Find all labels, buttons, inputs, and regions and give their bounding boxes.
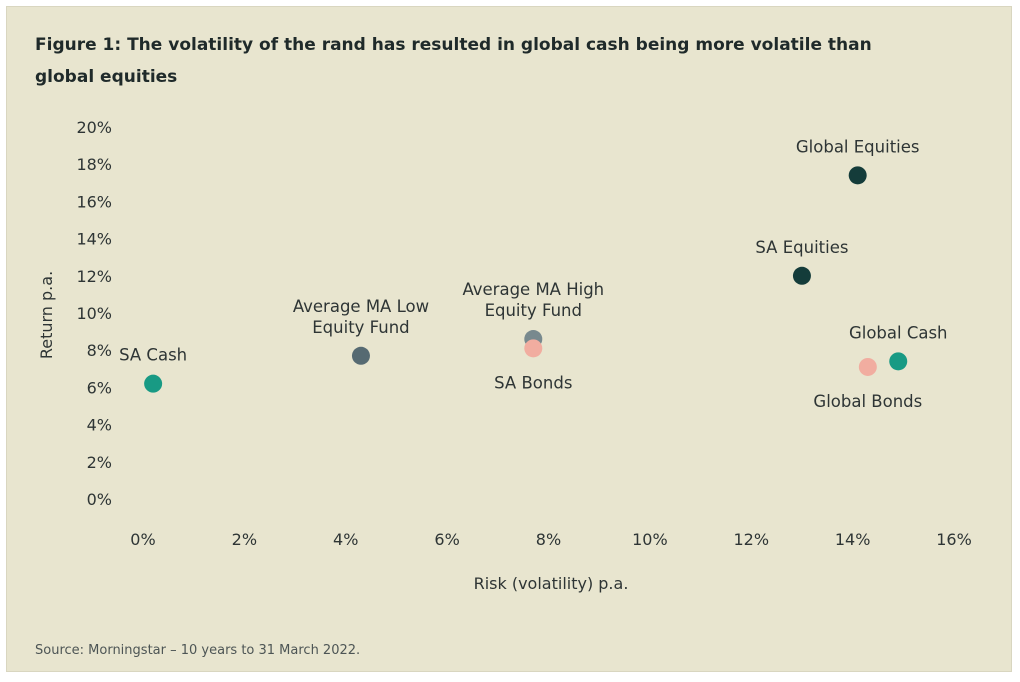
- y-tick-label: 18%: [76, 155, 112, 174]
- data-point: [858, 357, 877, 376]
- y-tick-label: 12%: [76, 267, 112, 286]
- y-tick-label: 2%: [87, 453, 112, 472]
- x-tick-label: 10%: [632, 530, 668, 549]
- figure-panel: Figure 1: The volatility of the rand has…: [6, 6, 1012, 672]
- data-points: [144, 166, 908, 393]
- source-note: Source: Morningstar – 10 years to 31 Mar…: [35, 643, 361, 658]
- point-labels: SA Cash Average MA Low Equity Fund Average …: [119, 137, 947, 411]
- data-point: [144, 374, 163, 393]
- x-tick-label: 14%: [835, 530, 871, 549]
- point-label: Global Cash: [849, 323, 948, 342]
- point-label: SA Bonds: [494, 373, 572, 392]
- y-tick-label: 14%: [76, 230, 112, 249]
- y-tick-label: 20%: [76, 118, 112, 137]
- x-tick-label: 0%: [130, 530, 155, 549]
- x-axis-ticks: 0% 2% 4% 6% 8% 10% 12% 14% 16%: [130, 530, 971, 549]
- y-axis-label: Return p.a.: [37, 271, 56, 359]
- point-label: SA Equities: [755, 238, 848, 257]
- data-point: [792, 266, 811, 285]
- x-tick-label: 8%: [536, 530, 561, 549]
- y-tick-label: 16%: [76, 192, 112, 211]
- x-axis-label: Risk (volatility) p.a.: [474, 574, 629, 593]
- data-point: [524, 339, 543, 358]
- data-point: [351, 346, 370, 365]
- y-tick-label: 0%: [87, 490, 112, 509]
- point-label: Average MA High Equity Fund: [462, 280, 604, 320]
- y-tick-label: 10%: [76, 304, 112, 323]
- data-point: [848, 166, 867, 185]
- y-tick-label: 6%: [87, 378, 112, 397]
- figure-title: Figure 1: The volatility of the rand has…: [35, 35, 872, 87]
- point-label: SA Cash: [119, 346, 187, 365]
- y-axis-ticks: 0% 2% 4% 6% 8% 10% 12% 14% 16% 18% 20%: [76, 118, 112, 509]
- point-label: Global Equities: [796, 137, 920, 156]
- point-label: Global Bonds: [813, 392, 922, 411]
- x-tick-label: 6%: [434, 530, 459, 549]
- y-tick-label: 4%: [87, 416, 112, 435]
- x-tick-label: 2%: [232, 530, 257, 549]
- y-tick-label: 8%: [87, 341, 112, 360]
- point-label: Average MA Low Equity Fund: [293, 297, 429, 337]
- x-tick-label: 16%: [936, 530, 972, 549]
- data-point: [889, 352, 908, 371]
- x-tick-label: 12%: [733, 530, 769, 549]
- x-tick-label: 4%: [333, 530, 358, 549]
